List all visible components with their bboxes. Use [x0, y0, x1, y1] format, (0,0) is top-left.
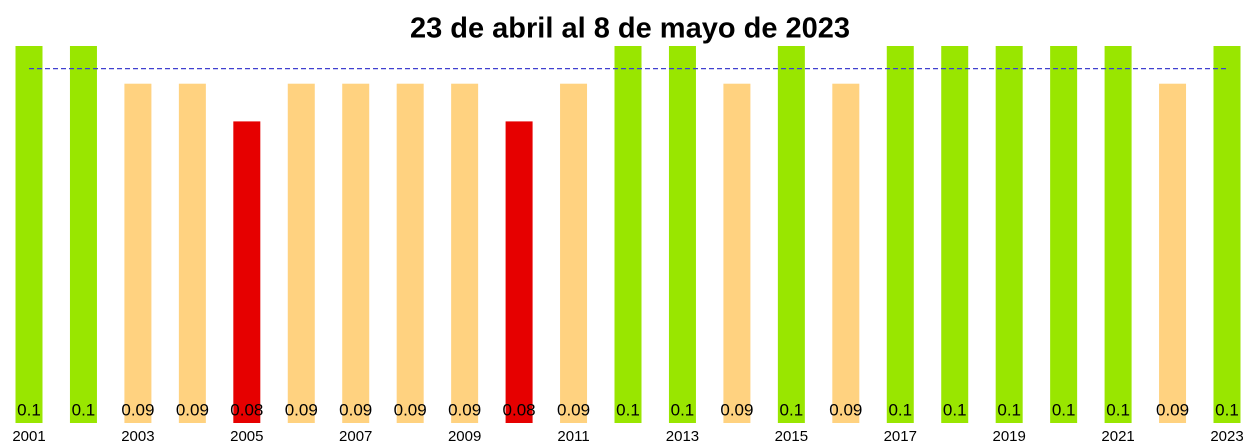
- value-label: 0.1: [943, 400, 967, 419]
- bar: [287, 83, 315, 423]
- bar: [15, 46, 43, 423]
- value-label: 0.09: [1156, 400, 1189, 419]
- bar: [124, 83, 152, 423]
- value-label: 0.1: [1106, 400, 1130, 419]
- value-label: 0.08: [230, 400, 263, 419]
- value-label: 0.1: [671, 400, 695, 419]
- value-label: 0.09: [176, 400, 209, 419]
- x-tick-label: 2007: [339, 428, 372, 445]
- x-tick-label: 2017: [884, 428, 917, 445]
- x-tick-label: 2001: [12, 428, 45, 445]
- value-label: 0.08: [503, 400, 536, 419]
- bar: [1050, 46, 1078, 423]
- bar: [342, 83, 370, 423]
- value-label: 0.1: [72, 400, 96, 419]
- value-label: 0.09: [829, 400, 862, 419]
- value-label: 0.09: [394, 400, 427, 419]
- x-tick-label: 2021: [1101, 428, 1134, 445]
- x-tick-label: 2015: [775, 428, 808, 445]
- x-tick-label: 2003: [121, 428, 154, 445]
- x-tick-label: 2005: [230, 428, 263, 445]
- bar: [396, 83, 424, 423]
- bar: [995, 46, 1023, 423]
- x-tick-label: 2019: [992, 428, 1025, 445]
- bar: [668, 46, 696, 423]
- value-label: 0.1: [1215, 400, 1239, 419]
- bar: [777, 46, 805, 423]
- bar: [69, 46, 97, 423]
- bar: [1213, 46, 1241, 423]
- bar: [1104, 46, 1132, 423]
- value-label: 0.09: [557, 400, 590, 419]
- chart-title: 23 de abril al 8 de mayo de 2023: [410, 13, 850, 45]
- value-label: 0.09: [121, 400, 154, 419]
- bar: [233, 121, 261, 424]
- bar: [560, 83, 588, 423]
- x-tick-label: 2009: [448, 428, 481, 445]
- x-tick-label: 2013: [666, 428, 699, 445]
- value-label: 0.09: [720, 400, 753, 419]
- x-tick-label: 2011: [557, 428, 589, 445]
- value-label: 0.1: [17, 400, 41, 419]
- bar: [451, 83, 479, 423]
- value-label: 0.1: [616, 400, 640, 419]
- value-label: 0.09: [285, 400, 318, 419]
- bar: [505, 121, 533, 424]
- x-tick-label: 2023: [1210, 428, 1243, 445]
- value-label: 0.1: [888, 400, 912, 419]
- bar: [614, 46, 642, 423]
- bar: [886, 46, 914, 423]
- bar: [941, 46, 969, 423]
- value-label: 0.1: [997, 400, 1021, 419]
- bar: [723, 83, 751, 423]
- bar: [1159, 83, 1187, 423]
- bar: [832, 83, 860, 423]
- bar: [178, 83, 206, 423]
- value-label: 0.09: [339, 400, 372, 419]
- value-label: 0.1: [1052, 400, 1076, 419]
- value-label: 0.1: [780, 400, 804, 419]
- value-label: 0.09: [448, 400, 481, 419]
